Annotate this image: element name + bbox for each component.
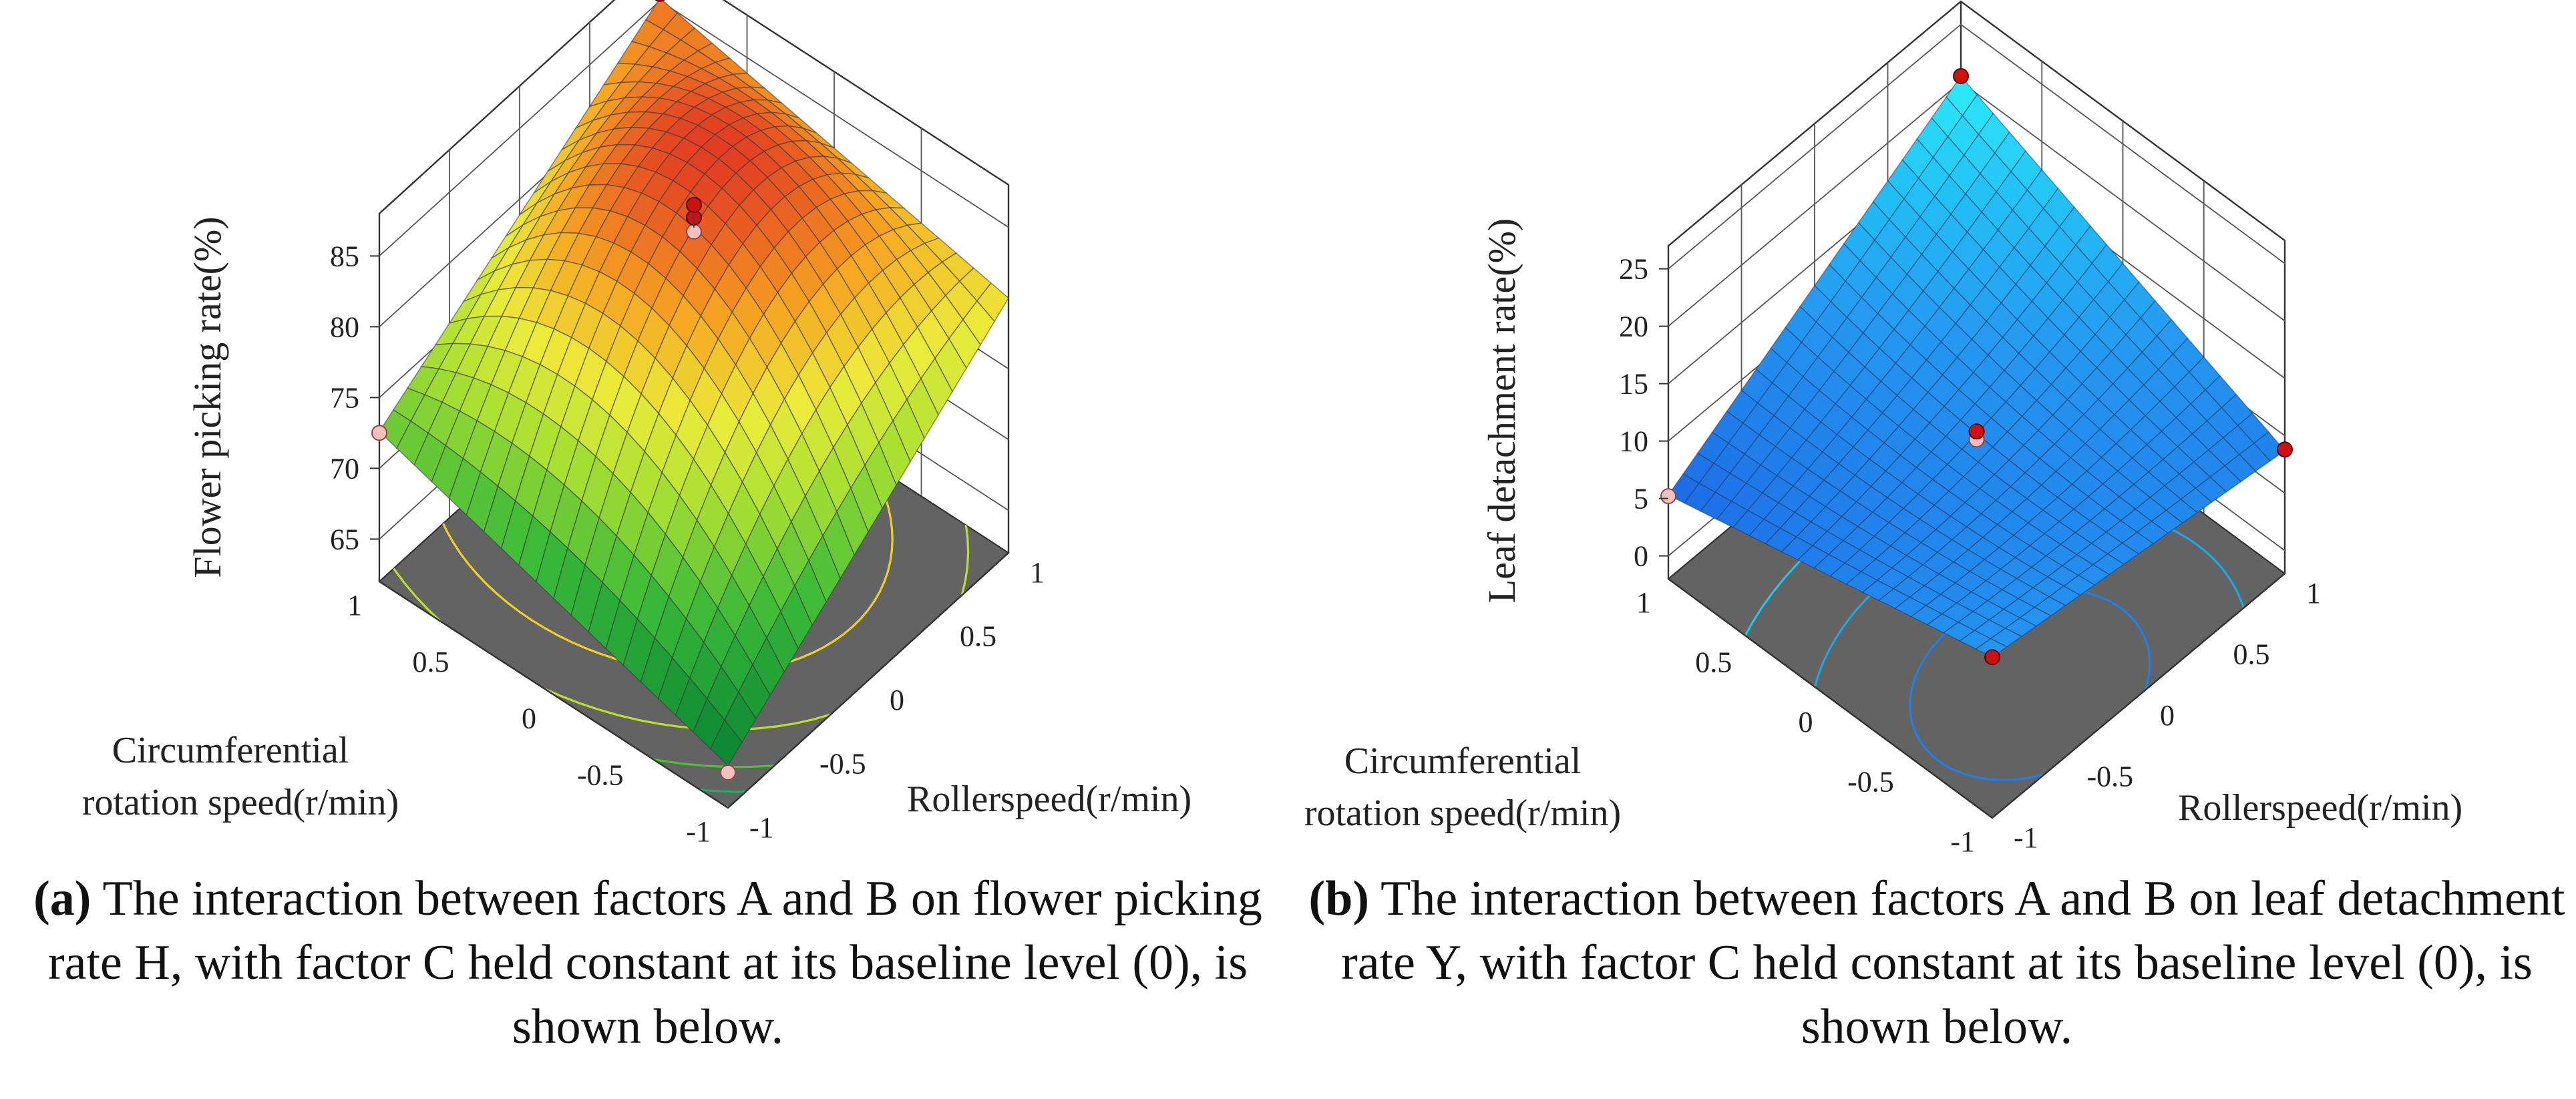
design-point xyxy=(1660,488,1676,505)
z-tick-label: 20 xyxy=(1619,310,1648,343)
design-point xyxy=(1953,68,1969,84)
z-axis-label: Flower picking rate(%) xyxy=(186,216,229,578)
y-axis-label-line2: rotation speed(r/min) xyxy=(82,782,399,823)
floor-edge-front xyxy=(1668,578,1993,819)
surface-cell xyxy=(709,719,743,766)
x-tick-label: -1 xyxy=(2014,821,2038,854)
z-tick-label: 80 xyxy=(330,310,359,343)
caption-a-text: The interaction between factors A and B … xyxy=(47,871,1262,1054)
z-tick-label: 15 xyxy=(1619,368,1648,401)
y-tick-label: -0.5 xyxy=(1847,766,1894,799)
x-axis-label: Rollerspeed(r/min) xyxy=(2178,787,2462,829)
y-tick-label: -1 xyxy=(1950,825,1975,858)
surface-plot-a: 65 70 75 80 85 -1 -0.5 0 0.5 1 -1 -0.5 0 0.5 1 Flower … xyxy=(82,0,1191,848)
caption-b: (b) The interaction between factors A an… xyxy=(1302,867,2571,1094)
design-point xyxy=(371,425,387,441)
y-axis-label-line2: rotation speed(r/min) xyxy=(1304,793,1621,834)
design-point xyxy=(686,196,702,213)
y-tick-label: -1 xyxy=(686,815,711,848)
surface-plot-b: 0 5 10 15 20 25 -1 -0.5 0 0.5 1 -1 -0.5 0 0.5 1 Leaf de… xyxy=(1304,0,2462,858)
y-tick-label: 0 xyxy=(1799,706,1813,738)
y-tick-label: 0 xyxy=(522,702,536,735)
caption-a-label: (a) xyxy=(33,871,91,926)
wall-grid-line xyxy=(1668,23,2285,270)
x-tick-label: 0 xyxy=(2160,699,2175,732)
x-tick-label: -0.5 xyxy=(819,748,866,781)
z-tick-label: 75 xyxy=(330,381,359,414)
z-axis-label: Leaf detachment rate(%) xyxy=(1480,218,1523,603)
surface-cell xyxy=(1975,638,2008,658)
y-axis-label-line1: Circumferential xyxy=(1344,740,1582,782)
z-tick-label: 70 xyxy=(330,452,359,485)
z-tick-label: 5 xyxy=(1634,483,1648,515)
box-outline-back xyxy=(378,0,1010,582)
y-tick-label: 1 xyxy=(347,589,362,622)
z-tick-label: 25 xyxy=(1619,253,1648,286)
floor-edge-front xyxy=(727,552,1009,809)
z-tick-label: 10 xyxy=(1619,425,1648,458)
z-tick-label: 0 xyxy=(1634,540,1648,573)
design-point xyxy=(1984,649,2000,666)
x-tick-label: -0.5 xyxy=(2087,760,2134,793)
y-tick-label: -0.5 xyxy=(577,758,624,791)
design-point xyxy=(2277,441,2293,458)
floor-edge-front xyxy=(1992,573,2285,819)
caption-b-label: (b) xyxy=(1308,871,1369,926)
x-tick-label: 0.5 xyxy=(2233,638,2270,671)
x-tick-label: 1 xyxy=(2306,577,2321,610)
caption-b-text: The interaction between factors A and B … xyxy=(1341,871,2565,1054)
floor-edge-front xyxy=(379,580,729,809)
design-point xyxy=(655,0,665,2)
x-axis-label: Rollerspeed(r/min) xyxy=(907,779,1191,820)
x-tick-label: -1 xyxy=(749,811,774,844)
y-tick-label: 0.5 xyxy=(1695,646,1732,679)
z-tick-label: 65 xyxy=(330,523,359,556)
design-point xyxy=(1968,423,1985,440)
caption-a: (a) The interaction between factors A an… xyxy=(7,867,1289,1094)
y-axis-label-line1: Circumferential xyxy=(112,730,349,771)
y-tick-label: 0.5 xyxy=(413,646,449,678)
x-tick-label: 1 xyxy=(1030,556,1045,589)
design-point xyxy=(720,764,736,781)
x-tick-label: 0 xyxy=(890,684,904,716)
z-tick-label: 85 xyxy=(330,240,359,272)
x-tick-label: 0.5 xyxy=(960,620,996,653)
y-tick-label: 1 xyxy=(1636,586,1651,619)
